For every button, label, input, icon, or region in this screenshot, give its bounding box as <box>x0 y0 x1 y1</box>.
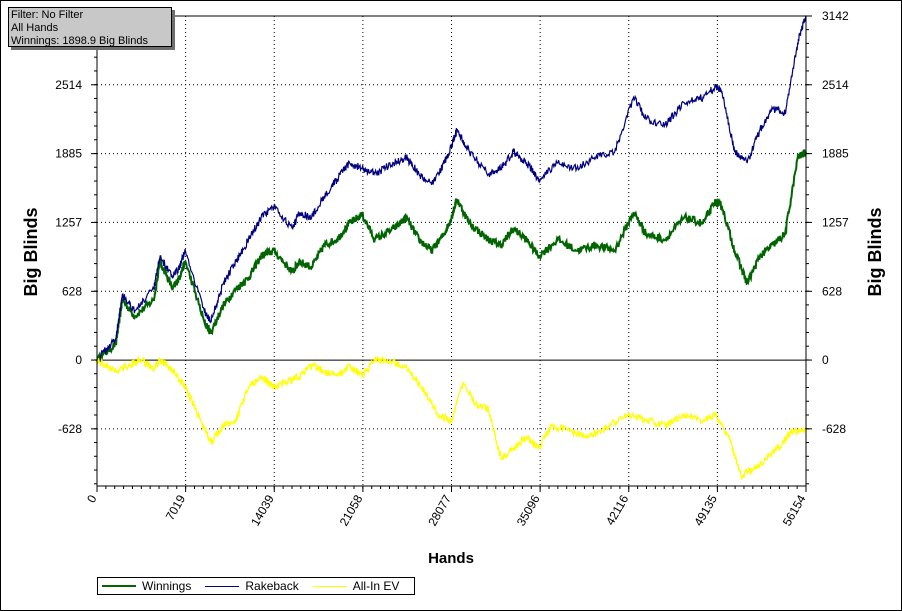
x-tick-label: 35096 <box>514 492 543 528</box>
x-tick-label: 42116 <box>603 492 632 527</box>
legend-label: Rakeback <box>245 579 299 593</box>
grid <box>97 15 806 486</box>
series-layer <box>96 15 807 480</box>
y-tick-label-right: 1257 <box>822 215 849 229</box>
y-tick-label-left: 0 <box>75 353 82 367</box>
y-tick-label-right: -628 <box>822 422 846 436</box>
legend-item: Rakeback <box>205 579 299 593</box>
legend-item: Winnings <box>102 579 191 593</box>
series-line-winnings <box>96 149 807 363</box>
axes <box>91 15 812 492</box>
x-tick-label: 14039 <box>248 492 277 528</box>
tick-labels: 0 7019 14039 21058 28077 35096 42116 49135 56154… <box>55 9 849 528</box>
y-tick-label-right: 628 <box>822 284 842 298</box>
y-tick-label-right: 0 <box>822 353 829 367</box>
y-tick-label-left: 1885 <box>55 147 82 161</box>
legend-swatch <box>312 585 347 587</box>
legend: Winnings Rakeback All-In EV <box>97 577 415 595</box>
series-line-rakeback <box>96 15 807 365</box>
winnings-text: Winnings: 1898.9 Big Blinds <box>11 35 148 47</box>
y-axis-title-left: Big Blinds <box>21 208 41 297</box>
legend-item: All-In EV <box>312 579 400 593</box>
series-line-all-in-ev <box>96 355 807 480</box>
hands-text: All Hands <box>11 22 59 34</box>
y-tick-label-left: 628 <box>62 284 82 298</box>
info-box: Filter: No Filter All Hands Winnings: 18… <box>8 7 172 47</box>
y-tick-label-right: 2514 <box>822 78 849 92</box>
filter-text: Filter: No Filter <box>11 9 84 21</box>
x-axis-title: Hands <box>428 550 474 567</box>
x-tick-label: 49135 <box>691 492 720 528</box>
x-tick-label: 56154 <box>780 492 809 528</box>
legend-swatch <box>205 585 240 587</box>
y-axis-title-right: Big Blinds <box>865 208 885 297</box>
y-tick-label-left: -628 <box>58 422 82 436</box>
legend-swatch <box>102 585 136 587</box>
y-tick-label-left: 2514 <box>55 78 82 92</box>
plot-area <box>96 15 807 487</box>
y-tick-label-right: 1885 <box>822 147 849 161</box>
x-tick-label: 21058 <box>337 492 366 528</box>
legend-label: Winnings <box>142 579 192 593</box>
y-tick-label-right: 3142 <box>822 9 849 23</box>
y-tick-label-left: 1257 <box>55 215 82 229</box>
x-tick-label: 0 <box>84 492 100 505</box>
legend-label: All-In EV <box>352 579 400 593</box>
x-tick-label: 7019 <box>163 492 189 522</box>
x-tick-label: 28077 <box>425 492 454 528</box>
